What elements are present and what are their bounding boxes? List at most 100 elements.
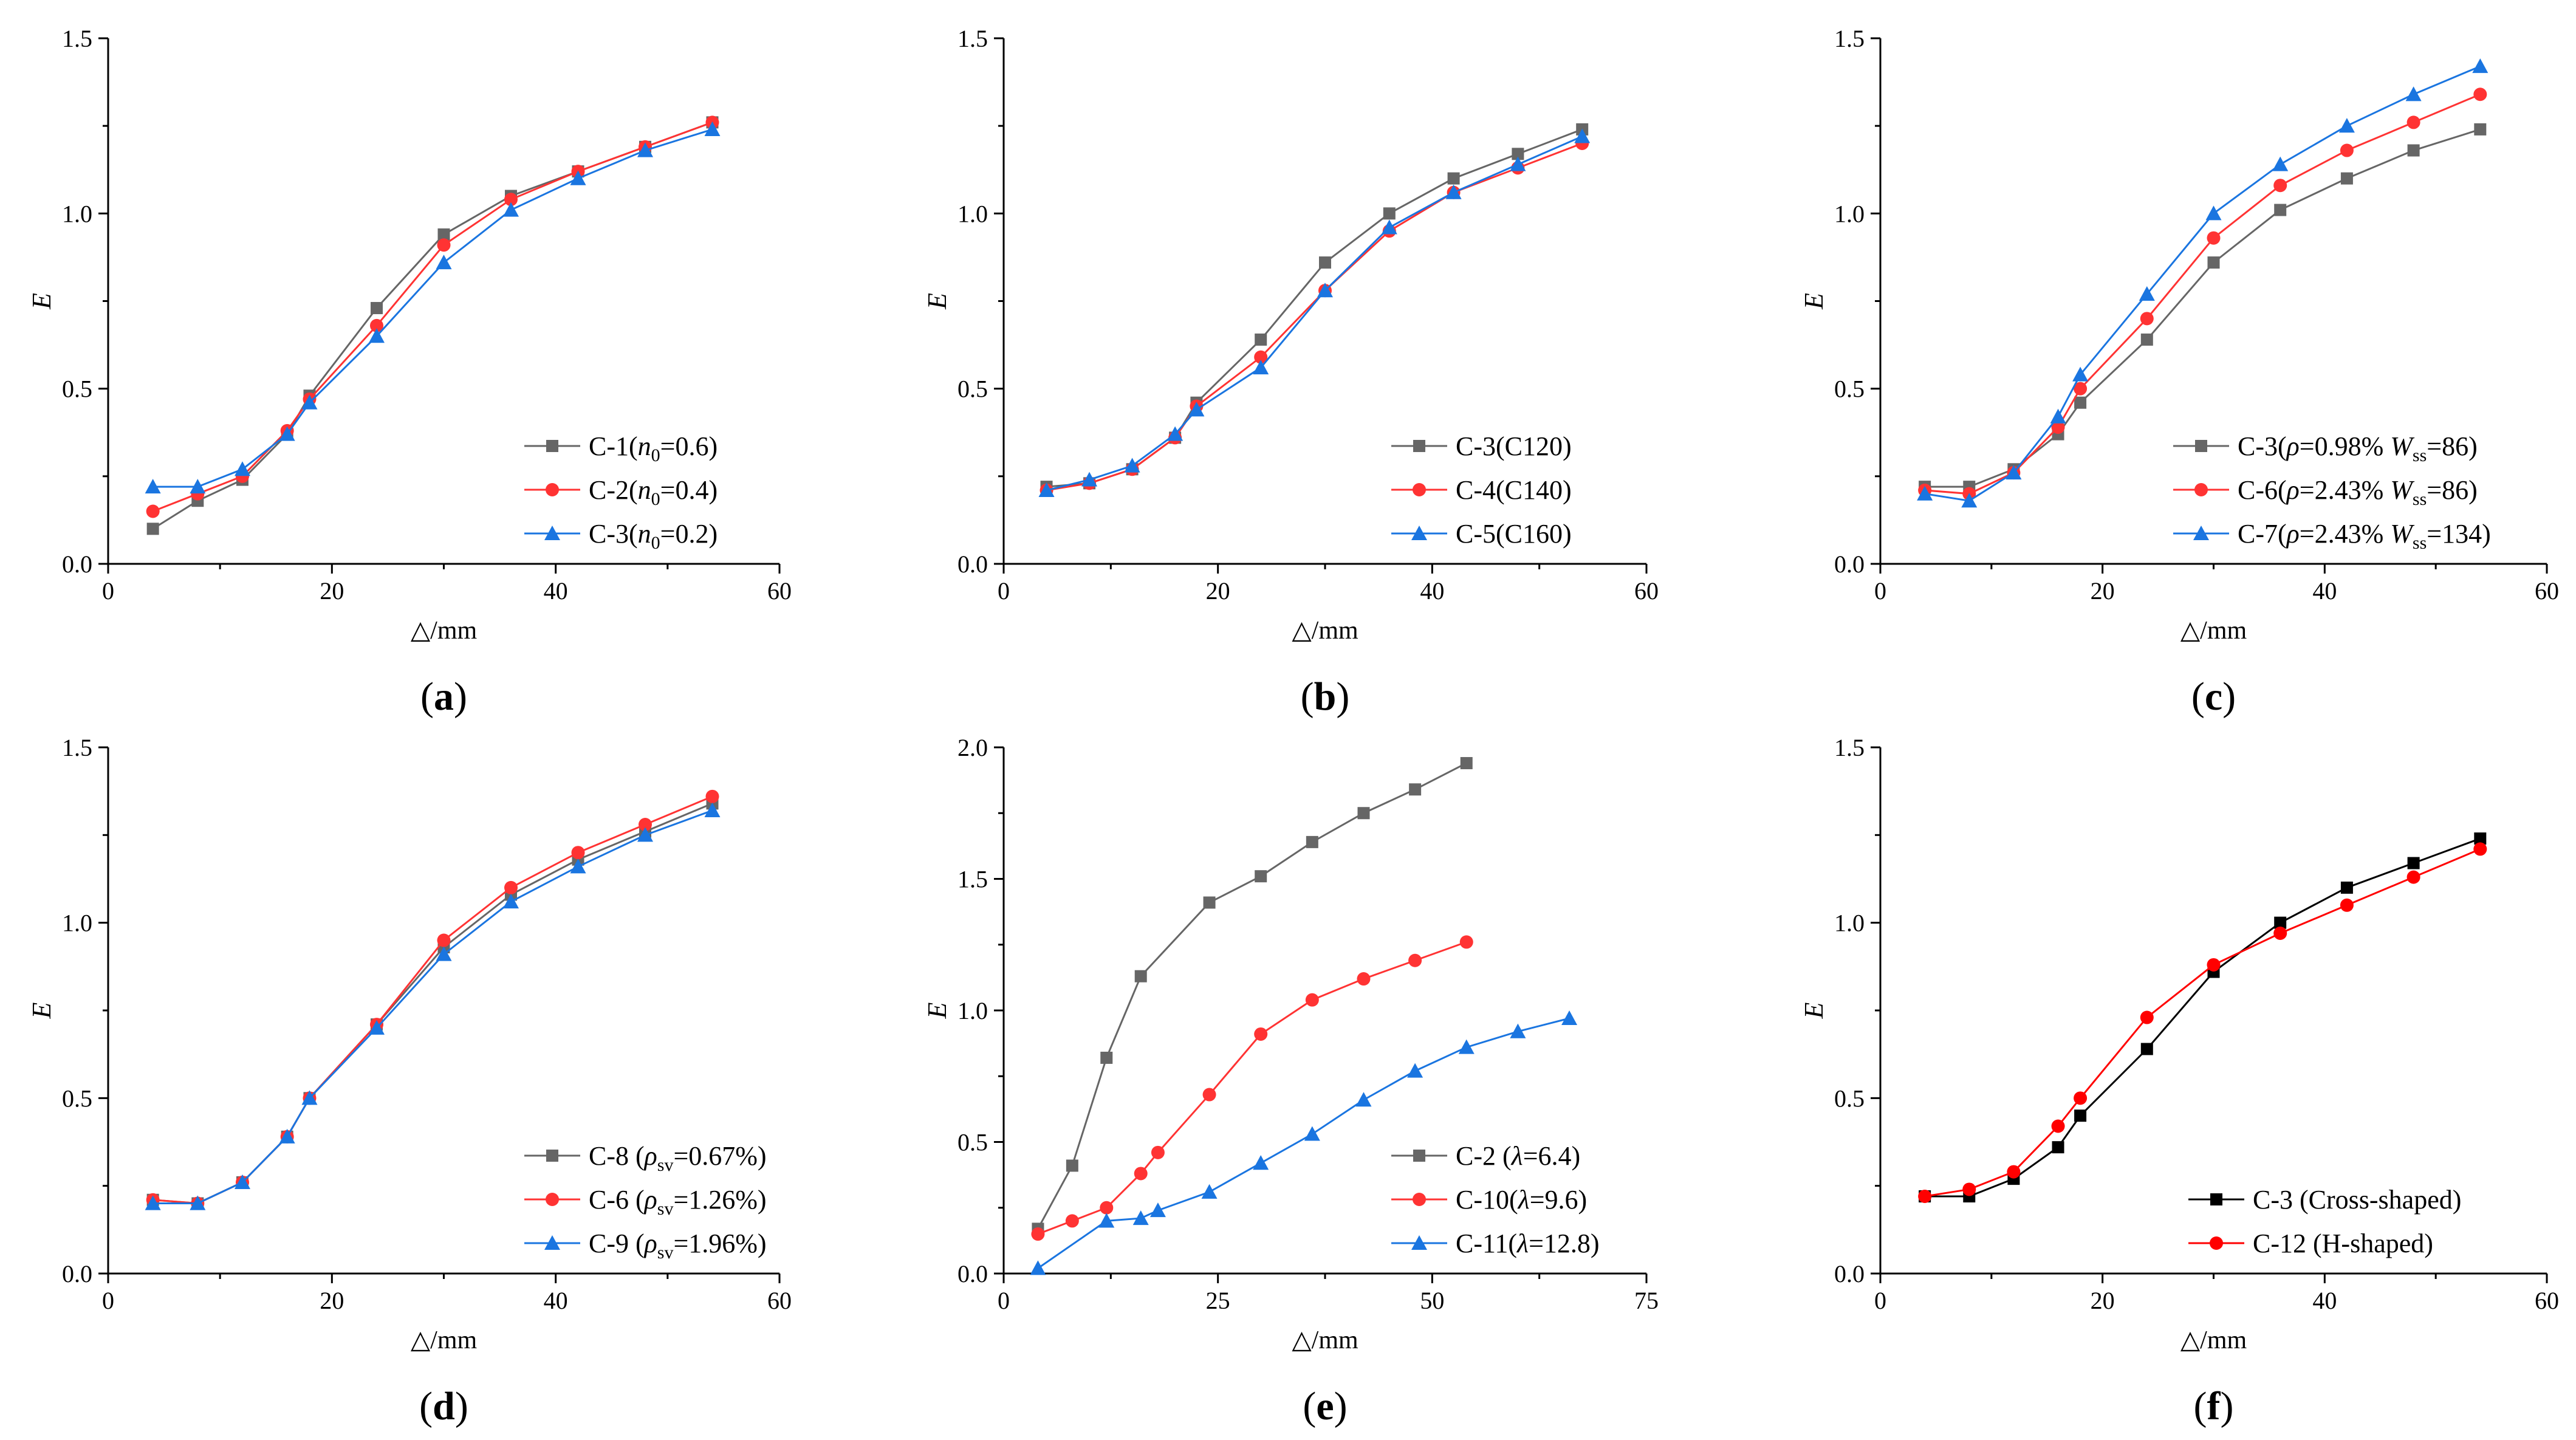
data-point xyxy=(146,523,159,535)
legend-entry-part: C-7( xyxy=(2238,519,2287,549)
chart-panel-f: 0 20 40 60 0.0 0.5 1.0 1.5 △/mm E C-3 (Cross-shape… xyxy=(1799,734,2559,1428)
legend-marker xyxy=(1411,526,1427,541)
legend-entry-part: ρ xyxy=(2286,519,2300,549)
legend-entry-part: λ xyxy=(1517,1185,1530,1215)
x-tick-label: 60 xyxy=(1634,577,1659,605)
data-point xyxy=(2474,832,2487,845)
legend-entry-part: =86) xyxy=(2427,475,2477,505)
x-tick-label: 40 xyxy=(544,1287,568,1314)
y-axis-title: E xyxy=(922,1002,952,1019)
data-point xyxy=(1038,482,1055,497)
data-point xyxy=(639,818,652,832)
x-tick-label: 40 xyxy=(2312,577,2337,605)
data-point xyxy=(235,461,250,476)
data-point xyxy=(1306,835,1318,848)
legend-entry: C-7(ρ=2.43% Wss=134) xyxy=(2238,519,2491,553)
legend-entry-part: W xyxy=(2390,475,2414,505)
data-point xyxy=(1151,1145,1165,1159)
x-axis-title: △/mm xyxy=(411,1326,478,1354)
legend-entry-part: n xyxy=(638,475,651,505)
data-point xyxy=(1081,471,1098,487)
legend-entry-part: sv xyxy=(657,1155,674,1175)
data-point xyxy=(1304,1126,1320,1141)
data-point xyxy=(2406,870,2420,884)
data-point xyxy=(1124,458,1140,473)
legend-entry-part: =1.26%) xyxy=(673,1185,766,1215)
x-axis-title: △/mm xyxy=(1292,1326,1358,1354)
panel-label: (c) xyxy=(2191,674,2236,719)
data-point xyxy=(1381,219,1397,235)
x-tick-label: 40 xyxy=(544,577,568,605)
legend-entry: C-8 (ρsv=0.67%) xyxy=(589,1141,767,1175)
data-point xyxy=(1383,207,1396,220)
data-point xyxy=(2072,366,2089,382)
legend-entry: C-2(n0=0.4) xyxy=(589,475,718,509)
data-point xyxy=(2473,842,2487,856)
data-point xyxy=(503,894,519,909)
data-point xyxy=(190,1195,206,1210)
legend-entry-part: =0.6) xyxy=(660,431,718,461)
y-tick-label: 1.0 xyxy=(1834,910,1865,937)
data-point xyxy=(1510,1023,1526,1038)
y-tick-label: 1.0 xyxy=(1834,200,1865,227)
y-tick-label: 0.5 xyxy=(957,1129,988,1156)
legend-entry: C-2 (λ=6.4) xyxy=(1456,1141,1580,1171)
legend-marker xyxy=(546,1150,558,1162)
data-point xyxy=(1149,1202,1166,1218)
x-tick-label: 60 xyxy=(2535,577,2559,605)
legend-entry-part: C-6 ( xyxy=(589,1185,645,1215)
data-point xyxy=(1917,485,1933,501)
legend-entry-part: C-6( xyxy=(2238,475,2287,505)
legend-entry-part: sv xyxy=(657,1243,674,1263)
data-point xyxy=(2338,118,2355,133)
panel-label-close: ) xyxy=(455,1384,468,1428)
data-point xyxy=(1357,807,1370,820)
data-point xyxy=(1188,402,1205,417)
legend-entry-part: C-4(C140) xyxy=(1456,475,1572,505)
panel-label-close: ) xyxy=(1336,674,1349,719)
y-tick-label: 1.0 xyxy=(62,910,92,937)
y-tick-label: 0.0 xyxy=(62,1260,92,1287)
data-point xyxy=(2074,396,2087,409)
series-line xyxy=(152,121,713,530)
data-point xyxy=(2074,1109,2087,1122)
data-point xyxy=(1255,333,1267,346)
data-point xyxy=(279,426,295,441)
data-point xyxy=(2052,1141,2064,1154)
legend: C-3 (Cross-shaped) C-12 (H-shaped) xyxy=(2188,1185,2461,1258)
x-axis-title: △/mm xyxy=(2180,617,2247,645)
data-point xyxy=(2051,1119,2065,1133)
data-point xyxy=(2407,857,2420,869)
data-point xyxy=(2074,1091,2088,1105)
y-tick-label: 1.5 xyxy=(957,25,988,52)
data-point xyxy=(2273,179,2287,193)
x-tick-label: 0 xyxy=(998,1287,1010,1314)
series-C-2 xyxy=(1032,756,1473,1235)
data-point xyxy=(1458,1039,1475,1054)
data-point xyxy=(2139,286,2155,301)
legend-entry-part: λ xyxy=(1516,1229,1529,1258)
series-C-12 xyxy=(1918,842,2487,1203)
legend-marker xyxy=(1413,1193,1426,1206)
data-point xyxy=(369,328,385,343)
legend-entry: C-5(C160) xyxy=(1456,519,1572,549)
data-point xyxy=(145,1195,161,1210)
data-point xyxy=(145,479,161,494)
y-axis-title: E xyxy=(1799,293,1829,310)
chart-panel-b: 0 20 40 60 0.0 0.5 1.0 1.5 △/mm E C-3(C120) C-4(C14… xyxy=(922,25,1659,719)
legend-entry-part: n xyxy=(638,431,651,461)
data-point xyxy=(1459,935,1473,949)
data-point xyxy=(1201,1184,1218,1199)
legend-entry-part: =6.4) xyxy=(1523,1141,1580,1171)
legend-entry: C-4(C140) xyxy=(1456,475,1572,505)
data-point xyxy=(1031,1227,1045,1241)
data-point xyxy=(1460,756,1473,769)
legend-entry: C-6(ρ=2.43% Wss=86) xyxy=(2238,475,2478,509)
data-point xyxy=(1167,426,1184,441)
x-tick-label: 0 xyxy=(1874,577,1886,605)
legend-entry-part: 0 xyxy=(651,489,660,509)
legend-marker xyxy=(546,1193,559,1206)
data-point xyxy=(1065,1214,1079,1228)
data-point xyxy=(1030,1260,1046,1275)
